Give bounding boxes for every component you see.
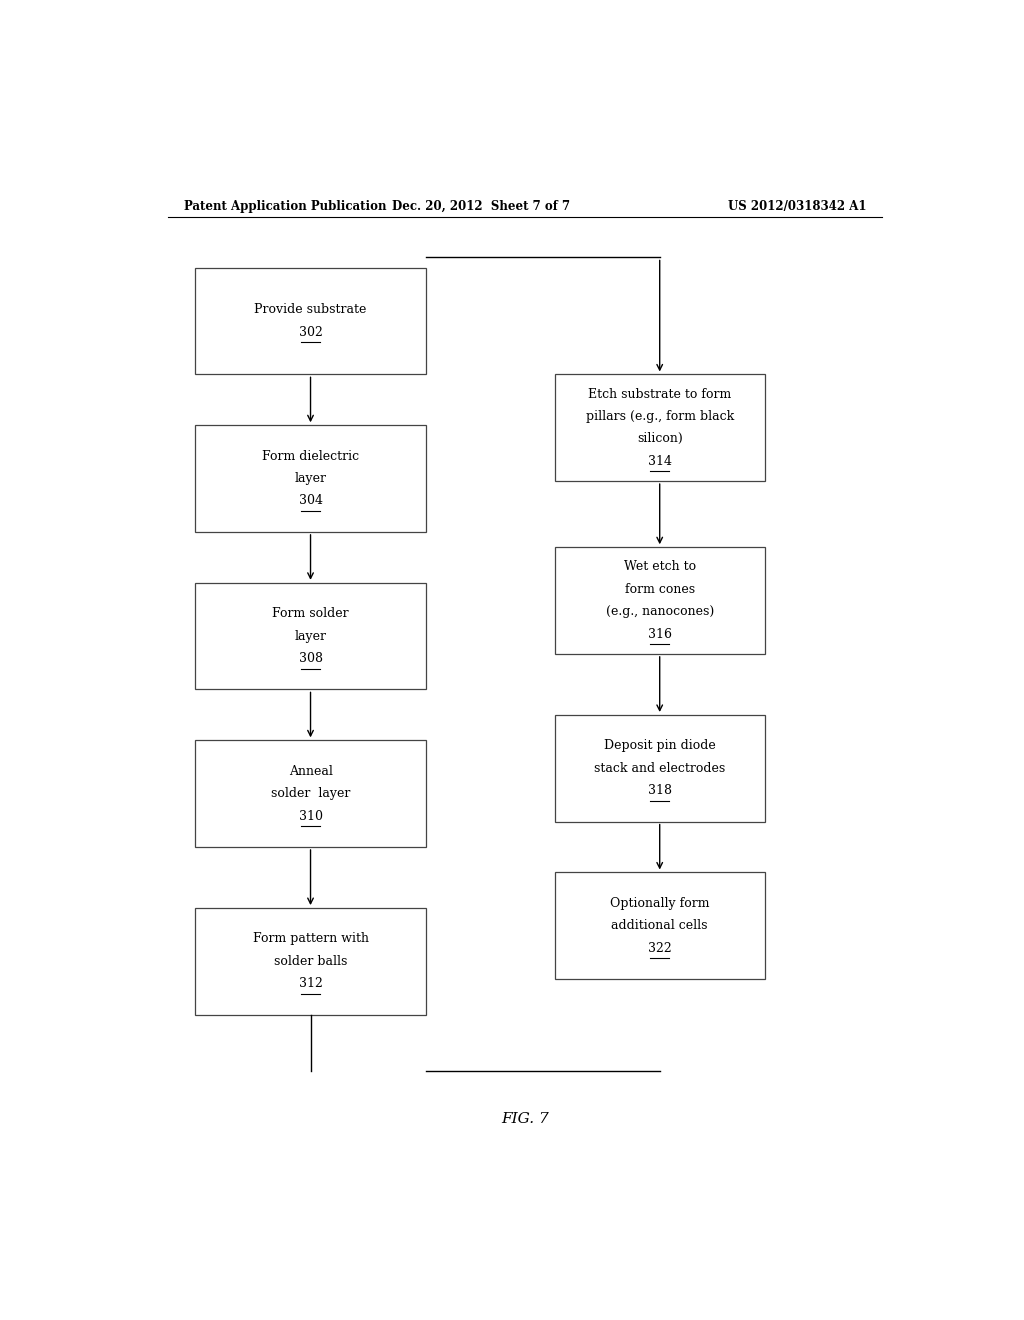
Text: 316: 316 [648,627,672,640]
Text: 308: 308 [299,652,323,665]
Text: 318: 318 [648,784,672,797]
Text: additional cells: additional cells [611,919,708,932]
Text: Form pattern with: Form pattern with [253,932,369,945]
Text: solder balls: solder balls [273,954,347,968]
Text: Patent Application Publication: Patent Application Publication [183,199,386,213]
Text: 304: 304 [299,495,323,507]
FancyBboxPatch shape [196,268,426,375]
Text: US 2012/0318342 A1: US 2012/0318342 A1 [727,199,866,213]
FancyBboxPatch shape [196,908,426,1015]
Text: form cones: form cones [625,583,694,595]
FancyBboxPatch shape [555,873,765,979]
Text: 314: 314 [648,455,672,467]
Text: 312: 312 [299,977,323,990]
Text: FIG. 7: FIG. 7 [501,1111,549,1126]
FancyBboxPatch shape [196,425,426,532]
Text: solder  layer: solder layer [270,787,350,800]
Text: Form solder: Form solder [272,607,349,620]
Text: pillars (e.g., form black: pillars (e.g., form black [586,411,734,424]
FancyBboxPatch shape [555,715,765,821]
Text: (e.g., nanocones): (e.g., nanocones) [605,605,714,618]
Text: Deposit pin diode: Deposit pin diode [604,739,716,752]
FancyBboxPatch shape [555,375,765,480]
Text: Etch substrate to form: Etch substrate to form [588,388,731,401]
FancyBboxPatch shape [196,741,426,847]
Text: 322: 322 [648,941,672,954]
Text: silicon): silicon) [637,433,683,445]
Text: Wet etch to: Wet etch to [624,561,695,573]
Text: layer: layer [295,630,327,643]
Text: Optionally form: Optionally form [610,896,710,909]
Text: Form dielectric: Form dielectric [262,450,359,463]
Text: layer: layer [295,473,327,484]
FancyBboxPatch shape [555,548,765,653]
FancyBboxPatch shape [196,582,426,689]
Text: Provide substrate: Provide substrate [254,304,367,317]
Text: 302: 302 [299,326,323,339]
Text: 310: 310 [299,809,323,822]
Text: stack and electrodes: stack and electrodes [594,762,725,775]
Text: Dec. 20, 2012  Sheet 7 of 7: Dec. 20, 2012 Sheet 7 of 7 [392,199,570,213]
Text: Anneal: Anneal [289,764,333,777]
